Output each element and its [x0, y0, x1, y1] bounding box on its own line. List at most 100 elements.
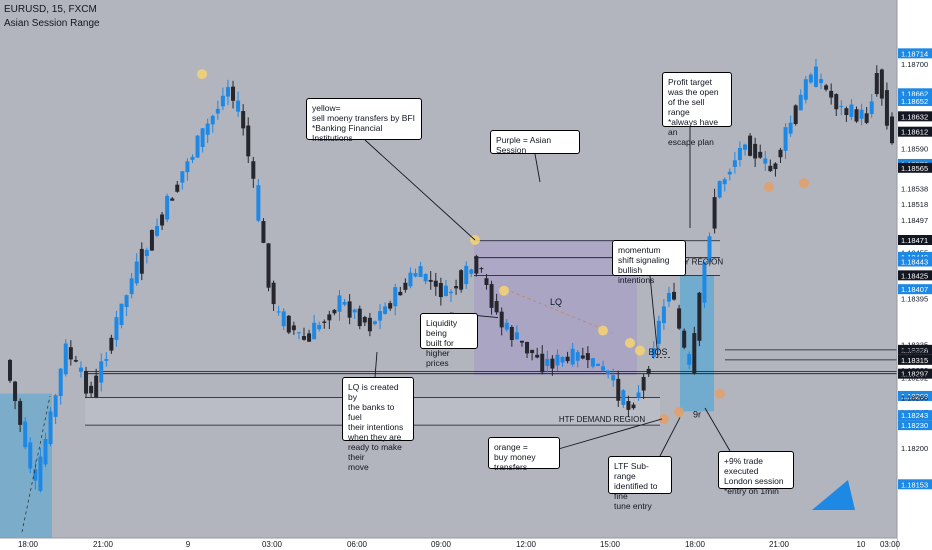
candle-body[interactable]	[393, 287, 398, 307]
candle-body[interactable]	[302, 335, 306, 340]
candle-body[interactable]	[454, 286, 459, 289]
candle-body[interactable]	[236, 100, 241, 112]
candle-body[interactable]	[464, 265, 469, 285]
candle-body[interactable]	[246, 125, 251, 157]
candle-body[interactable]	[717, 181, 722, 198]
candle-body[interactable]	[687, 354, 692, 365]
candle-body[interactable]	[560, 356, 565, 363]
candle-body[interactable]	[530, 349, 535, 354]
candle-body[interactable]	[839, 106, 844, 108]
time-axis[interactable]	[0, 538, 897, 550]
candle-body[interactable]	[585, 353, 590, 361]
candle-body[interactable]	[890, 116, 894, 144]
candles[interactable]	[8, 58, 894, 493]
candle-body[interactable]	[824, 85, 829, 90]
candle-body[interactable]	[317, 324, 322, 330]
candle-body[interactable]	[266, 243, 271, 288]
candle-body[interactable]	[367, 317, 372, 332]
candle-body[interactable]	[332, 309, 337, 314]
candle-body[interactable]	[519, 340, 524, 343]
candle-body[interactable]	[73, 360, 78, 362]
candle-body[interactable]	[210, 115, 215, 125]
candle-body[interactable]	[378, 311, 383, 321]
candle-body[interactable]	[778, 149, 783, 158]
candle-body[interactable]	[575, 352, 580, 361]
candle-body[interactable]	[195, 135, 200, 158]
candle-body[interactable]	[104, 359, 109, 361]
candle-body[interactable]	[119, 303, 124, 325]
candle-body[interactable]	[423, 274, 428, 282]
candle-body[interactable]	[18, 401, 23, 425]
candle-body[interactable]	[737, 147, 742, 160]
candle-body[interactable]	[469, 269, 474, 274]
candle-body[interactable]	[261, 221, 266, 243]
candle-body[interactable]	[241, 111, 246, 129]
candle-body[interactable]	[768, 165, 773, 172]
candle-body[interactable]	[661, 306, 666, 324]
candle-body[interactable]	[413, 273, 418, 277]
candle-body[interactable]	[570, 348, 575, 365]
candle-body[interactable]	[8, 359, 12, 381]
candle-body[interactable]	[474, 256, 479, 274]
candle-body[interactable]	[38, 456, 43, 491]
candle-body[interactable]	[129, 278, 134, 295]
candle-body[interactable]	[43, 439, 48, 465]
candle-body[interactable]	[281, 311, 286, 327]
candle-body[interactable]	[357, 308, 362, 327]
candle-body[interactable]	[398, 291, 403, 296]
candle-body[interactable]	[707, 236, 712, 262]
candle-body[interactable]	[494, 301, 499, 313]
candle-body[interactable]	[484, 278, 489, 285]
candle-body[interactable]	[48, 411, 53, 445]
candle-body[interactable]	[296, 332, 301, 334]
candle-body[interactable]	[443, 285, 448, 297]
candle-body[interactable]	[160, 214, 165, 226]
candle-body[interactable]	[291, 325, 296, 331]
candle-body[interactable]	[884, 90, 889, 126]
candle-body[interactable]	[33, 469, 38, 481]
candle-body[interactable]	[28, 442, 33, 469]
candle-body[interactable]	[256, 185, 261, 221]
candle-body[interactable]	[545, 359, 550, 366]
candle-body[interactable]	[763, 158, 768, 164]
candle-body[interactable]	[347, 301, 352, 318]
candle-body[interactable]	[514, 332, 519, 340]
candle-body[interactable]	[854, 109, 859, 122]
candle-body[interactable]	[580, 355, 585, 359]
candle-body[interactable]	[783, 127, 788, 151]
candle-body[interactable]	[134, 261, 139, 284]
plot-area[interactable]	[0, 0, 897, 538]
candle-body[interactable]	[185, 161, 190, 173]
candle-body[interactable]	[200, 128, 205, 147]
candle-body[interactable]	[748, 135, 753, 156]
candle-body[interactable]	[535, 354, 540, 358]
candle-body[interactable]	[165, 195, 170, 220]
candle-body[interactable]	[834, 94, 839, 110]
candle-body[interactable]	[499, 311, 504, 328]
candle-body[interactable]	[849, 104, 854, 117]
candle-body[interactable]	[327, 314, 332, 321]
candle-body[interactable]	[139, 248, 144, 274]
candle-body[interactable]	[155, 226, 159, 236]
candle-body[interactable]	[606, 370, 611, 375]
candle-body[interactable]	[428, 279, 433, 282]
candle-body[interactable]	[438, 283, 443, 298]
candle-body[interactable]	[220, 95, 225, 107]
candle-body[interactable]	[743, 144, 747, 150]
candle-body[interactable]	[829, 90, 834, 98]
candle-body[interactable]	[550, 358, 555, 369]
candle-body[interactable]	[702, 262, 707, 303]
candle-body[interactable]	[616, 378, 621, 401]
candle-body[interactable]	[621, 390, 626, 405]
candle-body[interactable]	[656, 320, 661, 344]
candle-body[interactable]	[525, 341, 530, 354]
candle-body[interactable]	[626, 401, 631, 410]
candle-body[interactable]	[732, 160, 737, 167]
candle-body[interactable]	[874, 72, 879, 95]
candle-body[interactable]	[13, 381, 18, 402]
candle-body[interactable]	[78, 367, 83, 372]
candle-body[interactable]	[697, 292, 702, 341]
candle-body[interactable]	[666, 293, 671, 302]
candle-body[interactable]	[479, 268, 484, 270]
